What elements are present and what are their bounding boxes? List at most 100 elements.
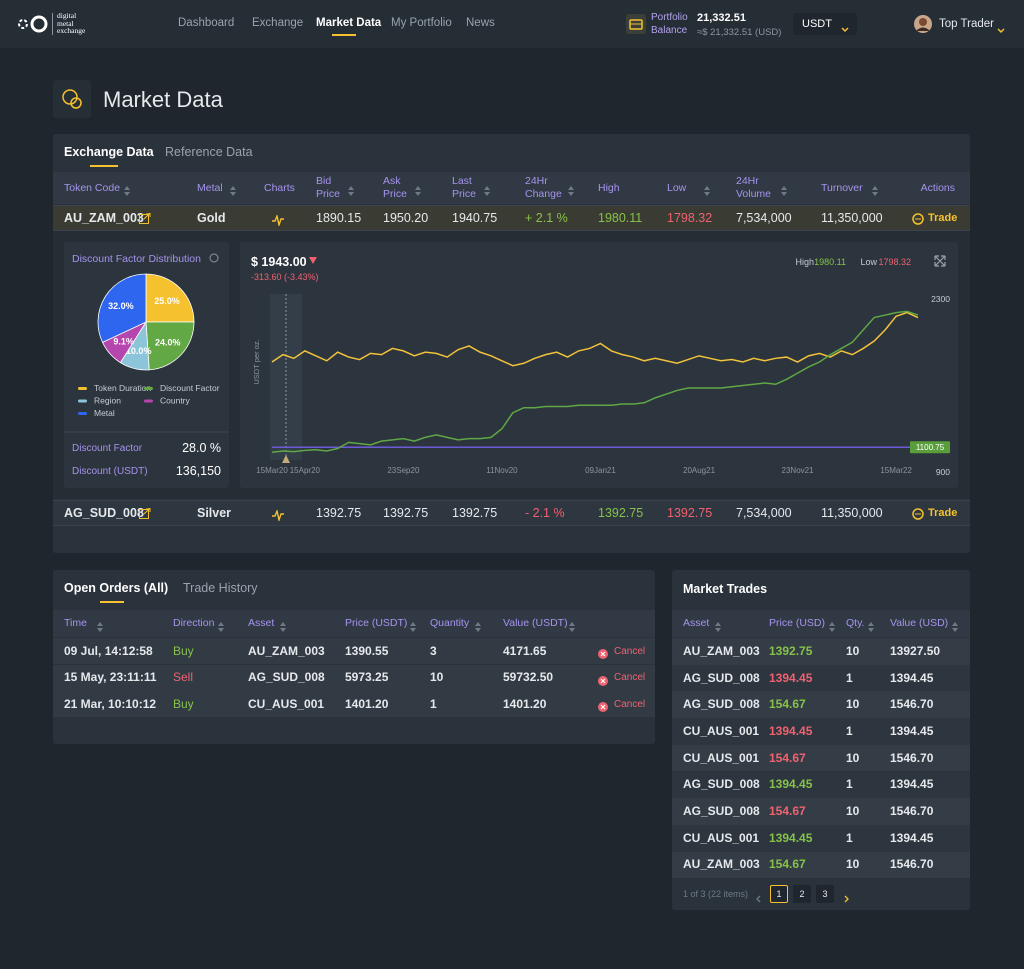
next-page[interactable]	[843, 890, 850, 903]
sort-icon	[569, 619, 575, 632]
table-cell: 1401.20	[503, 696, 547, 711]
pie-slice	[97, 273, 147, 343]
sort-icon	[410, 619, 416, 632]
page-button[interactable]: 3	[816, 885, 834, 903]
table-cell: + 2.1 %	[525, 210, 568, 225]
trade-action[interactable]: Trade	[928, 506, 958, 519]
slice-label: 24.0%	[155, 337, 181, 347]
table-cell: 15 May, 23:11:11	[64, 670, 157, 684]
table-cell: 1798.32	[667, 210, 713, 225]
chevron-graphic	[997, 28, 1005, 34]
table-cell: CU_AUS_001	[683, 750, 760, 765]
trade-row	[672, 744, 970, 772]
chart-icon[interactable]	[272, 508, 284, 523]
cancel-icon[interactable]	[598, 646, 608, 659]
tab[interactable]: Reference Data	[165, 145, 253, 159]
trade-icon[interactable]	[912, 507, 924, 520]
column-header: Actions	[920, 181, 955, 194]
logo-text: exchange	[57, 26, 86, 35]
cancel-icon-graphic	[598, 675, 608, 686]
change: -313.60 (-3.43%)	[251, 272, 319, 282]
column-header: Low	[667, 181, 687, 194]
sort-icon-graphic	[97, 622, 103, 632]
x-tick-label: 15Mar20	[256, 466, 288, 475]
chevron	[841, 20, 849, 33]
table-cell: Gold	[197, 210, 226, 225]
price-line	[271, 311, 919, 367]
tab[interactable]: Trade History	[183, 581, 258, 595]
x-tick-label: 15Apr20	[290, 466, 321, 475]
sort-icon-graphic	[230, 186, 236, 196]
table-cell: 1546.70	[890, 857, 934, 872]
cancel-icon[interactable]	[598, 699, 608, 712]
column-header: 24Hr Change	[525, 175, 562, 200]
sort-icon-graphic	[568, 186, 574, 196]
expand-icon	[934, 255, 946, 267]
sort-icon-graphic	[829, 622, 835, 632]
table-cell: 1394.45	[769, 830, 813, 845]
prev-page-graphic	[756, 895, 761, 903]
table-cell: 1940.75	[452, 210, 498, 225]
tab[interactable]: Exchange Data	[64, 145, 154, 159]
table-cell: 10	[846, 804, 860, 819]
table-cell: 09 Jul, 14:12:58	[64, 643, 153, 658]
table-row	[53, 205, 970, 231]
sort-icon	[97, 619, 103, 632]
page-icon	[53, 80, 91, 118]
prev-page[interactable]	[755, 890, 762, 903]
page-button[interactable]: 1	[770, 885, 788, 903]
table-cell: 1546.70	[890, 804, 934, 819]
trade-row	[672, 771, 970, 799]
trades-header-bg	[672, 610, 970, 637]
stat-label: Discount (USDT)	[72, 466, 148, 477]
table-cell: 154.67	[769, 804, 806, 819]
sort-icon-graphic	[781, 186, 787, 196]
table-cell: 1392.75	[667, 505, 713, 520]
external-link[interactable]	[139, 212, 151, 224]
nav-link[interactable]: Dashboard	[178, 17, 235, 29]
column-header: Quantity	[430, 617, 470, 629]
tab[interactable]: Open Orders (All)	[64, 581, 169, 595]
table-cell: Silver	[197, 505, 232, 520]
user-name[interactable]: Top Trader	[939, 18, 994, 30]
chart-icon[interactable]	[272, 213, 284, 228]
nav-link[interactable]: Exchange	[252, 17, 304, 29]
tab-underline	[90, 165, 118, 167]
table-cell: 154.67	[769, 750, 806, 765]
sort-icon-graphic	[569, 622, 575, 632]
table-cell: CU_AUS_001	[683, 830, 760, 845]
avatar-graphic	[914, 15, 932, 33]
cancel-action[interactable]: Cancel	[614, 698, 646, 710]
y-axis-label: USDT per oz.	[252, 339, 261, 384]
slice-label: 32.0%	[108, 301, 134, 311]
trade-action[interactable]: Trade	[928, 211, 958, 224]
nav-link[interactable]: My Portfolio	[391, 17, 452, 29]
external-link[interactable]	[139, 507, 151, 519]
trade-icon[interactable]	[912, 212, 924, 225]
currency-dropdown[interactable]: USDT	[793, 13, 857, 35]
table-cell: 11,350,000	[821, 505, 883, 520]
pie-slice	[145, 273, 195, 323]
column-header: Time	[64, 617, 87, 629]
page-icon-graphic	[53, 80, 91, 118]
cancel-action[interactable]: Cancel	[614, 645, 646, 657]
sort-icon-graphic	[280, 622, 286, 632]
table-cell: AU_ZAM_003	[248, 643, 325, 658]
page-button[interactable]: 2	[793, 885, 811, 903]
x-tick-label: 15Mar22	[880, 466, 912, 475]
nav-link[interactable]: News	[466, 17, 495, 29]
nav-link[interactable]: Market Data	[316, 17, 382, 29]
table-cell: 1392.75	[598, 505, 644, 520]
cancel-icon[interactable]	[598, 673, 608, 686]
table-row	[53, 500, 970, 526]
table-cell: 1	[846, 830, 853, 845]
table-cell: AG_SUD_008	[248, 670, 325, 684]
sort-icon	[475, 619, 481, 632]
sort-icon-graphic	[704, 186, 710, 196]
table-cell: 154.67	[769, 697, 806, 712]
trade-row	[672, 664, 970, 692]
info-icon	[209, 253, 219, 263]
table-cell: 1890.15	[316, 210, 362, 225]
cancel-action[interactable]: Cancel	[614, 672, 646, 683]
